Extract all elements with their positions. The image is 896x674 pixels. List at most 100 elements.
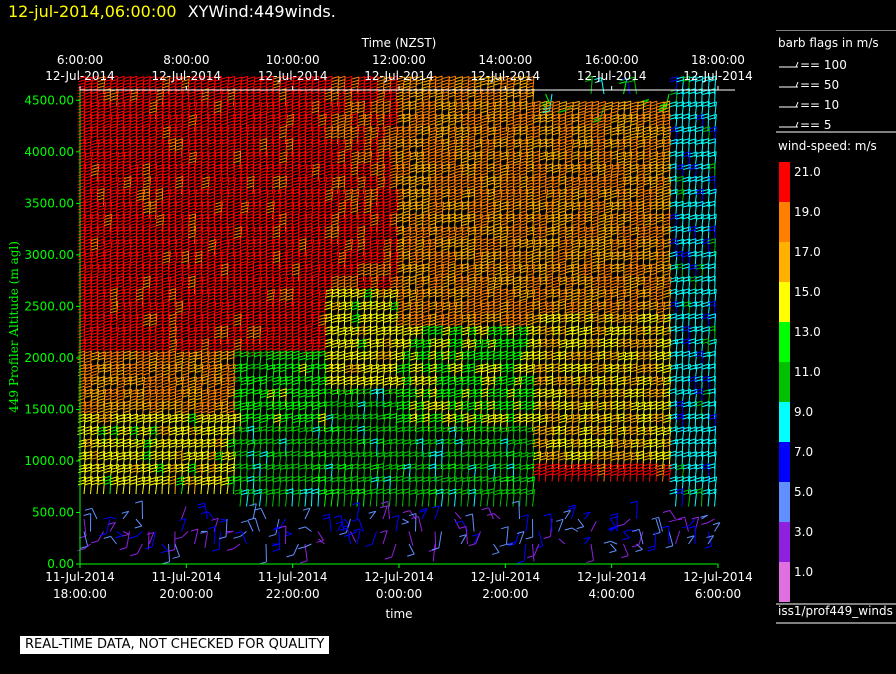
barb-feather (91, 400, 99, 404)
wind-barb (90, 388, 100, 407)
barb-feather (84, 244, 92, 248)
barb-feather (200, 310, 208, 314)
barb-feather (123, 257, 131, 261)
barb-feather (109, 172, 118, 176)
barb-feather (84, 178, 92, 182)
barb-feather (96, 194, 105, 198)
barb-feather (156, 332, 164, 336)
barb-feather (182, 107, 190, 111)
barb-feather (241, 126, 249, 130)
barb-feather (227, 169, 235, 173)
barb-feather (234, 232, 242, 236)
barb-feather (233, 223, 241, 226)
barb-feather (227, 469, 235, 473)
barb-staff (122, 88, 125, 107)
barb-feather (155, 119, 163, 123)
barb-feather (168, 332, 177, 336)
barb-feather (84, 338, 92, 342)
barb-feather (98, 413, 106, 417)
barb-feather (83, 172, 92, 176)
barb-feather (136, 363, 144, 367)
barb-feather (129, 197, 137, 201)
barb-feather (97, 294, 105, 298)
barb-feather (103, 282, 111, 286)
barb-feather (187, 469, 196, 473)
barb-feather (187, 185, 195, 189)
barb-feather (194, 98, 203, 102)
barb-feather (207, 144, 216, 148)
wind-barb (90, 188, 99, 207)
barb-feather (228, 104, 236, 108)
barb-staff (220, 113, 222, 132)
barb-feather (201, 298, 209, 302)
barb-feather (168, 110, 176, 114)
barb-feather (110, 269, 118, 273)
barb-feather (129, 535, 137, 539)
barb-feather (90, 253, 98, 257)
barb-staff (90, 151, 94, 170)
barb-staff (90, 226, 93, 245)
barb-staff (239, 413, 242, 432)
barb-feather (110, 125, 118, 129)
barb-feather (155, 294, 163, 298)
barb-feather (91, 479, 99, 483)
barb-feather (168, 260, 177, 264)
barb-feather (142, 223, 151, 227)
barb-feather (201, 185, 209, 189)
barb-feather (155, 122, 163, 126)
barb-staff (83, 439, 87, 457)
wind-barb (84, 151, 94, 170)
barb-feather (182, 188, 190, 192)
barb-feather (233, 244, 241, 248)
barb-feather (233, 347, 241, 351)
barb-staff (83, 251, 86, 270)
barb-feather (110, 260, 118, 264)
barb-feather (162, 120, 170, 124)
barb-feather (143, 120, 151, 123)
barb-feather (77, 307, 86, 311)
barb-feather (123, 207, 131, 211)
barb-feather (150, 238, 158, 242)
barb-feather (123, 169, 131, 173)
barb-feather (97, 369, 105, 373)
barb-feather (233, 210, 242, 214)
barb-feather (142, 269, 150, 273)
barb-feather (110, 432, 118, 436)
barb-feather (90, 319, 98, 323)
barb-feather (175, 482, 183, 486)
barb-feather (142, 98, 150, 102)
barb-feather (174, 536, 183, 540)
barb-staff (90, 413, 93, 432)
barb-feather (84, 469, 92, 473)
barb-feather (168, 82, 177, 86)
barb-feather (97, 154, 106, 158)
barb-feather (181, 223, 190, 227)
barb-feather (117, 107, 125, 111)
barb-feather (207, 357, 216, 361)
barb-feather (129, 297, 137, 301)
barb-feather (162, 148, 170, 152)
barb-feather (84, 394, 92, 398)
barb-staff (103, 338, 105, 357)
barb-feather (202, 417, 210, 421)
barb-feather (84, 279, 92, 283)
barb-feather (84, 94, 92, 98)
barb-feather (110, 332, 118, 336)
barb-feather (226, 160, 235, 164)
barb-feather (175, 219, 183, 223)
barb-feather (228, 326, 236, 330)
barb-feather (91, 375, 99, 379)
barb-feather (201, 169, 209, 173)
barb-feather (103, 123, 111, 127)
barb-feather (169, 117, 177, 121)
barb-feather (142, 210, 150, 214)
barb-feather (85, 388, 93, 392)
barb-feather (90, 332, 98, 336)
barb-feather (97, 104, 106, 108)
barb-feather (90, 197, 98, 201)
barb-feather (98, 351, 106, 355)
barb-feather (155, 398, 163, 401)
barb-feather (78, 76, 86, 80)
barb-feather (142, 385, 151, 389)
barb-feather (201, 232, 209, 236)
